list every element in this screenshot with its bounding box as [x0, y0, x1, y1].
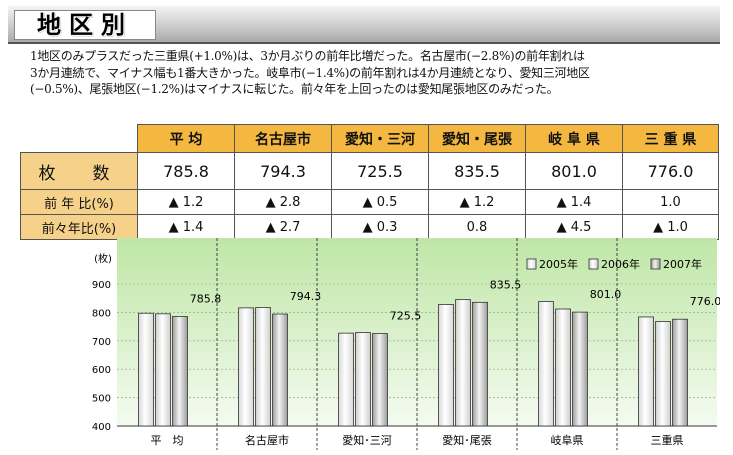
table-row-count: 枚 数 785.8 794.3 725.5 835.5 801.0 776.0 — [20, 152, 719, 190]
page-title: 地区別 — [37, 10, 133, 39]
y-tick-label: 700 — [92, 337, 111, 348]
bar-2007年 — [572, 311, 588, 427]
y-tick-label: 400 — [92, 422, 111, 433]
table-cell: 785.8 — [137, 152, 235, 190]
table-cell: ▲ 1.2 — [428, 189, 526, 215]
bar-2005年 — [438, 304, 454, 427]
title-box: 地区別 — [14, 10, 156, 40]
table-header-row: 平 均 名古屋市 愛知・三河 愛知・尾張 岐 阜 県 三 重 県 — [20, 124, 719, 153]
category-label: 三重県 — [651, 433, 684, 447]
column-header: 愛知・尾張 — [428, 124, 526, 153]
table-row-yoy: 前 年 比(%) ▲ 1.2 ▲ 2.8 ▲ 0.5 ▲ 1.2 ▲ 1.4 1… — [20, 189, 719, 215]
table-cell: ▲ 0.3 — [331, 214, 429, 240]
bar-2006年 — [355, 332, 371, 427]
table-corner — [20, 124, 138, 153]
legend-swatch — [588, 258, 599, 270]
table-cell: 0.8 — [428, 214, 526, 240]
legend-label: 2005年 — [539, 257, 578, 271]
table-cell: 835.5 — [428, 152, 526, 190]
data-label: 835.5 — [490, 278, 522, 291]
bar-2006年 — [255, 307, 271, 427]
stats-table: 平 均 名古屋市 愛知・三河 愛知・尾張 岐 阜 県 三 重 県 枚 数 785… — [20, 124, 719, 240]
table-cell: ▲ 1.2 — [137, 189, 235, 215]
row-header: 枚 数 — [20, 152, 138, 190]
category-label: 愛知･尾張 — [442, 433, 492, 447]
legend-label: 2006年 — [601, 257, 640, 271]
category-label: 平 均 — [151, 434, 184, 447]
data-label: 725.5 — [390, 310, 422, 323]
table-cell: ▲ 2.8 — [234, 189, 332, 215]
data-label: 794.3 — [290, 290, 322, 303]
table-cell: 1.0 — [622, 189, 719, 215]
chart-svg: 900 800 700 600 500 400 (枚) 785.8 平 均 794.3 名古屋市 72… — [92, 238, 720, 450]
category-label: 名古屋市 — [245, 433, 289, 447]
category-label: 愛知･三河 — [342, 433, 392, 447]
table-cell: 776.0 — [622, 152, 719, 190]
y-tick-label: 900 — [92, 280, 111, 291]
bar-2007年 — [672, 318, 688, 427]
column-header: 三 重 県 — [622, 124, 719, 153]
column-header: 岐 阜 県 — [525, 124, 623, 153]
table-cell: ▲ 1.4 — [525, 189, 623, 215]
summary-text: 1地区のみプラスだった三重県(+1.0%)は、3か月ぶりの前年比増だった。名古屋… — [30, 49, 590, 96]
bar-2006年 — [655, 321, 671, 427]
category-label: 岐阜県 — [551, 434, 584, 447]
data-label: 776.0 — [690, 295, 720, 308]
legend-label: 2007年 — [663, 257, 702, 271]
bar-2005年 — [638, 316, 654, 427]
table-cell: 794.3 — [234, 152, 332, 190]
table-cell: ▲ 1.4 — [137, 214, 235, 240]
table-cell: ▲ 2.7 — [234, 214, 332, 240]
table-cell: ▲ 1.0 — [622, 214, 719, 240]
row-header: 前々年比(%) — [20, 214, 138, 240]
bar-2007年 — [372, 333, 388, 427]
table-cell: 801.0 — [525, 152, 623, 190]
bar-2006年 — [455, 299, 471, 427]
bar-2005年 — [338, 332, 354, 427]
table-cell: ▲ 0.5 — [331, 189, 429, 215]
y-tick-label: 600 — [92, 365, 111, 376]
column-header: 名古屋市 — [234, 124, 332, 153]
bar-2006年 — [555, 308, 571, 427]
data-label: 785.8 — [190, 292, 222, 305]
bar-2005年 — [538, 301, 554, 427]
legend-swatch — [526, 258, 537, 270]
y-axis-label: (枚) — [94, 252, 112, 265]
y-tick-label: 800 — [92, 308, 111, 319]
bar-2007年 — [172, 316, 188, 427]
column-header: 愛知・三河 — [331, 124, 429, 153]
bar-2005年 — [138, 312, 154, 427]
title-banner: 地区別 — [8, 6, 720, 44]
bar-2005年 — [238, 307, 254, 427]
bar-chart: 900 800 700 600 500 400 (枚) 785.8 平 均 794.3 名古屋市 72… — [20, 238, 720, 450]
bar-2006年 — [155, 313, 171, 427]
table-row-two-year: 前々年比(%) ▲ 1.4 ▲ 2.7 ▲ 0.3 0.8 ▲ 4.5 ▲ 1.… — [20, 214, 719, 240]
bar-2007年 — [472, 301, 488, 427]
table-cell: 725.5 — [331, 152, 429, 190]
data-label: 801.0 — [590, 288, 622, 301]
y-tick-label: 500 — [92, 394, 111, 405]
legend-swatch — [650, 258, 661, 270]
table-cell: ▲ 4.5 — [525, 214, 623, 240]
row-header: 前 年 比(%) — [20, 189, 138, 215]
column-header: 平 均 — [137, 124, 235, 153]
bar-2007年 — [272, 313, 288, 427]
